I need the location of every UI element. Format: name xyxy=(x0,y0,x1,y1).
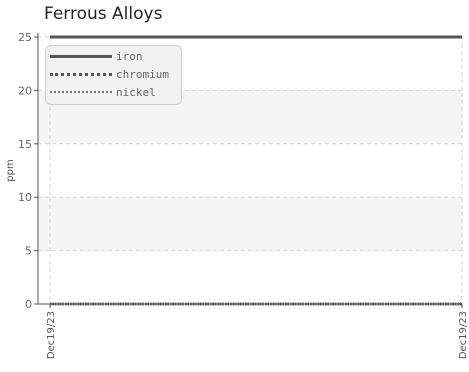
x-tick-label: Dec19/23 xyxy=(458,311,469,359)
legend: iron chromium nickel xyxy=(45,45,182,105)
legend-label-chromium: chromium xyxy=(116,68,169,81)
y-axis-label: ppm xyxy=(5,159,16,181)
legend-label-iron: iron xyxy=(116,50,143,63)
legend-swatch-chromium xyxy=(50,73,112,76)
y-tick-label: 25 xyxy=(18,31,32,44)
y-tick-label: 10 xyxy=(18,191,32,204)
y-tick-label: 20 xyxy=(18,84,32,97)
legend-label-nickel: nickel xyxy=(116,86,156,99)
legend-swatch-nickel xyxy=(50,91,112,93)
grid-band xyxy=(38,197,462,251)
chart-title: Ferrous Alloys xyxy=(44,4,163,24)
y-tick-label: 0 xyxy=(25,298,32,311)
y-tick-label: 5 xyxy=(25,245,32,258)
legend-swatch-iron xyxy=(50,55,112,58)
y-tick-label: 15 xyxy=(18,138,32,151)
x-tick-label: Dec19/23 xyxy=(46,311,57,359)
